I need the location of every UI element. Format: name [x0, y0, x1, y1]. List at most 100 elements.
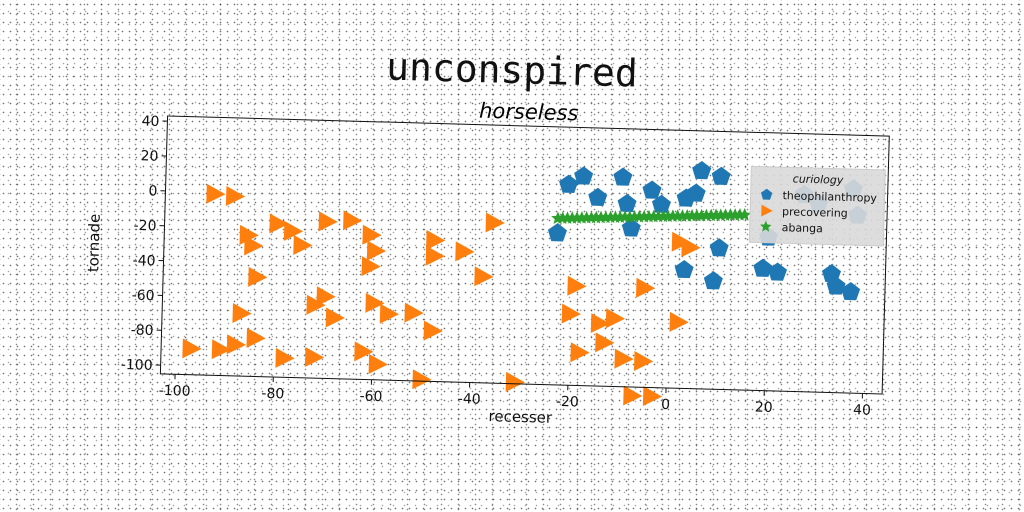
abanga-point [642, 209, 656, 223]
precovering-point [561, 303, 581, 324]
precovering-point [368, 353, 388, 374]
theophilanthropy-point [753, 258, 773, 277]
y-tick-label: -80 [130, 322, 153, 339]
legend-marker-abanga [760, 220, 772, 232]
precovering-point [293, 235, 313, 256]
x-tick-label: 40 [853, 402, 871, 418]
precovering-point [505, 371, 525, 392]
precovering-point [614, 348, 634, 369]
precovering-point [423, 320, 443, 341]
theophilanthropy-point [692, 160, 712, 180]
abanga-point [670, 209, 685, 222]
legend-label-precovering: precovering [782, 205, 848, 220]
precovering-point [669, 311, 689, 332]
chart-root: -100 -80 -60 -40 -20 0 20 40 -100 -80 -60 -40 -20 0 20… [84, 99, 890, 427]
abanga-point [560, 211, 575, 224]
legend-box [748, 165, 886, 247]
theophilanthropy-point [547, 223, 567, 242]
legend-title: curiology [793, 172, 844, 186]
y-tick-label: -20 [133, 218, 156, 235]
abanga-point [589, 210, 603, 224]
abanga-point [699, 208, 713, 222]
precovering-point [362, 224, 382, 245]
chart-title: horseless [479, 99, 579, 126]
abanga-point [551, 211, 565, 225]
theophilanthropy-point [559, 174, 579, 193]
x-tick-label: -100 [159, 383, 191, 400]
precovering-point [567, 275, 587, 296]
x-tick-label: 0 [661, 397, 670, 413]
precovering-point [225, 186, 246, 207]
theophilanthropy-point [674, 259, 694, 279]
precovering-point [404, 302, 424, 323]
precovering-point [361, 256, 381, 277]
precovering-point [590, 313, 611, 334]
abanga-point [694, 208, 709, 222]
precovering-point [633, 350, 654, 371]
abanga-point [565, 211, 579, 224]
theophilanthropy-point [711, 166, 731, 185]
abanga-point [613, 210, 627, 224]
precovering-point [343, 210, 363, 231]
precovering-point [232, 303, 252, 324]
precovering-point [474, 266, 494, 287]
theophilanthropy-point [642, 180, 662, 199]
precovering-point [283, 220, 304, 241]
precovering-point [316, 286, 336, 307]
abanga-point [656, 209, 670, 223]
x-tick-label: -60 [359, 388, 382, 405]
precovering-point [354, 341, 374, 362]
abanga-point [728, 208, 742, 221]
abanga-point [738, 207, 752, 221]
legend-marker-precovering [761, 204, 773, 217]
theophilanthropy-point [574, 166, 594, 185]
precovering-point [425, 245, 445, 266]
abanga-point [608, 210, 622, 224]
theophilanthropy-point [709, 238, 729, 257]
precovering-point [642, 386, 663, 407]
abanga-point [675, 209, 690, 222]
precovering-point [318, 211, 338, 232]
abanga-point [647, 209, 661, 223]
legend: curiology theophilanthropyprecoveringaban… [748, 165, 886, 247]
y-tick-label: -100 [121, 357, 153, 374]
precovering-point [239, 224, 259, 245]
abanga-point [579, 210, 594, 224]
data-marks [182, 160, 868, 407]
legend-label-theophilanthropy: theophilanthropy [782, 189, 877, 205]
abanga-point [627, 209, 642, 223]
precovering-point [412, 369, 432, 390]
precovering-point [365, 292, 385, 313]
abanga-point [637, 209, 651, 223]
precovering-point [379, 303, 400, 324]
precovering-point [248, 266, 268, 287]
precovering-point [182, 338, 202, 359]
theophilanthropy-point [767, 262, 788, 281]
precovering-point [485, 212, 505, 233]
precovering-point [595, 332, 615, 353]
precovering-point [681, 237, 701, 258]
precovering-point [623, 385, 643, 406]
legend-label-abanga: abanga [782, 221, 824, 235]
abanga-point [704, 208, 718, 222]
abanga-point [570, 211, 584, 224]
theophilanthropy-point [617, 193, 637, 212]
abanga-point [556, 211, 570, 225]
theophilanthropy-point [621, 218, 641, 237]
precovering-point [366, 240, 387, 261]
theophilanthropy-point [651, 194, 671, 213]
abanga-point [594, 210, 608, 224]
abanga-point [733, 207, 747, 221]
x-tick-label: -80 [261, 386, 284, 403]
theophilanthropy-point [588, 187, 608, 206]
abanga-point [584, 210, 599, 224]
x-tick-label: -40 [458, 391, 481, 408]
abanga-point [685, 208, 699, 222]
precovering-point [426, 230, 446, 251]
abanga-point [599, 210, 613, 224]
precovering-point [635, 277, 656, 298]
theophilanthropy-point [826, 276, 846, 295]
abanga-point [709, 208, 723, 222]
precovering-point [206, 183, 226, 204]
